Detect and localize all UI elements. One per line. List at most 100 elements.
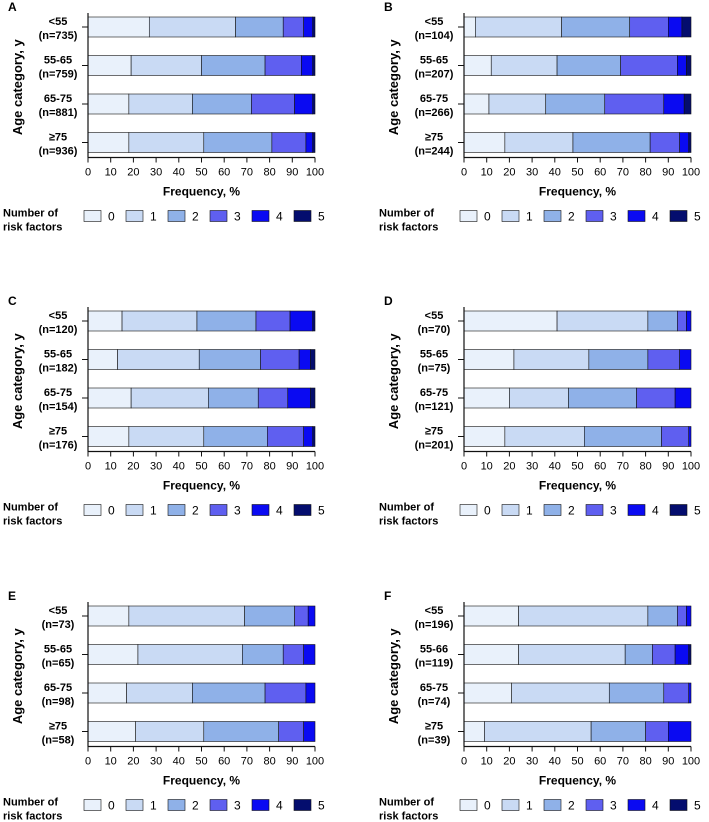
- bar-segment: [688, 426, 692, 447]
- bar-segment: [298, 349, 311, 370]
- legend-label: 3: [234, 210, 241, 224]
- x-tick-label: 30: [150, 756, 162, 768]
- x-tick-label: 10: [105, 461, 117, 473]
- legend-title: risk factors: [379, 222, 438, 234]
- bar-segment: [509, 387, 569, 409]
- bar-segment: [128, 93, 193, 115]
- x-tick-label: 40: [173, 461, 185, 473]
- bar-segment: [677, 605, 687, 627]
- legend-label: 4: [652, 210, 659, 224]
- x-tick-label: 40: [549, 461, 561, 473]
- legend-title: Number of: [3, 208, 58, 220]
- legend-label: 0: [484, 210, 491, 224]
- bar-segment: [645, 721, 669, 742]
- x-tick-label: 80: [639, 167, 651, 179]
- bar-segment: [674, 644, 690, 665]
- legend-label: 5: [318, 799, 325, 813]
- bar-segment: [484, 721, 592, 742]
- legend-swatch: [167, 504, 186, 516]
- legend-title: risk factors: [3, 222, 62, 234]
- bar-segment: [686, 605, 692, 627]
- category-label: 55-65: [44, 644, 72, 656]
- bar-segment: [663, 93, 685, 115]
- bar-segment: [310, 387, 316, 409]
- bar-segment: [463, 721, 485, 742]
- bar-segment: [264, 55, 302, 76]
- category-n-label: (n=266): [415, 107, 454, 119]
- panel-label: D: [384, 294, 393, 308]
- category-n-label: (n=104): [415, 30, 454, 42]
- bar-segment: [511, 682, 610, 704]
- category-label: 55-66: [420, 644, 448, 656]
- panel-label: B: [384, 0, 393, 14]
- category-label: 65-75: [420, 387, 448, 399]
- x-tick-label: 20: [503, 167, 515, 179]
- bar-segment: [121, 310, 198, 332]
- bar-segment: [312, 55, 316, 76]
- legend-label: 3: [610, 799, 617, 813]
- category-label: <55: [425, 16, 444, 28]
- legend-label: 1: [526, 210, 533, 224]
- bar-segment: [87, 682, 127, 704]
- category-label: 55-65: [44, 55, 72, 67]
- bar-segment: [504, 132, 574, 153]
- x-tick-label: 30: [150, 461, 162, 473]
- x-tick-label: 60: [594, 461, 606, 473]
- bar-segment: [287, 387, 311, 409]
- bar-segment: [242, 644, 284, 665]
- bar-segment: [677, 310, 687, 332]
- bar-segment: [556, 55, 621, 76]
- x-tick-label: 30: [150, 167, 162, 179]
- legend-label: 4: [276, 504, 283, 518]
- x-tick-label: 50: [571, 756, 583, 768]
- x-tick-label: 10: [481, 461, 493, 473]
- bar-segment: [681, 16, 692, 38]
- x-tick-label: 50: [571, 167, 583, 179]
- bar-segment: [87, 426, 130, 447]
- bar-segment: [87, 605, 130, 627]
- category-label: ≥75: [425, 132, 443, 144]
- bar-segment: [278, 721, 304, 742]
- legend-label: 2: [568, 799, 575, 813]
- legend-swatch: [543, 504, 562, 516]
- category-label: 55-65: [44, 349, 72, 361]
- legend-swatch: [501, 504, 520, 516]
- bar-segment: [463, 387, 510, 409]
- x-tick-label: 50: [195, 756, 207, 768]
- y-axis-title: Age category, y: [386, 39, 401, 136]
- x-tick-label: 0: [85, 167, 91, 179]
- x-axis-title: Frequency, %: [539, 774, 616, 788]
- category-n-label: (n=39): [418, 735, 451, 747]
- x-tick-label: 10: [105, 167, 117, 179]
- bar-segment: [688, 644, 692, 665]
- bar-segment: [556, 310, 649, 332]
- y-axis-title: Age category, y: [386, 628, 401, 725]
- bar-segment: [87, 387, 132, 409]
- bar-segment: [647, 349, 680, 370]
- bar-segment: [126, 682, 193, 704]
- panel-label: A: [8, 0, 17, 14]
- bar-segment: [686, 310, 692, 332]
- legend-label: 2: [568, 504, 575, 518]
- category-label: 65-75: [420, 93, 448, 105]
- bar-segment: [490, 55, 558, 76]
- bar-segment: [590, 721, 646, 742]
- legend-swatch: [585, 210, 604, 222]
- legend-swatch: [543, 799, 562, 811]
- x-tick-label: 80: [263, 461, 275, 473]
- legend-title: Number of: [379, 502, 434, 514]
- legend-label: 5: [694, 504, 701, 518]
- x-tick-label: 70: [241, 461, 253, 473]
- bar-segment: [688, 682, 692, 704]
- bar-segment: [282, 16, 304, 38]
- bar-segment: [518, 605, 649, 627]
- legend-swatch: [459, 210, 478, 222]
- legend-title: risk factors: [379, 811, 438, 822]
- legend-label: 2: [192, 210, 199, 224]
- legend-swatch: [501, 210, 520, 222]
- bar-segment: [310, 349, 316, 370]
- bar-segment: [87, 93, 130, 115]
- bar-segment: [584, 426, 662, 447]
- y-axis-title: Age category, y: [386, 333, 401, 430]
- bar-segment: [463, 644, 519, 665]
